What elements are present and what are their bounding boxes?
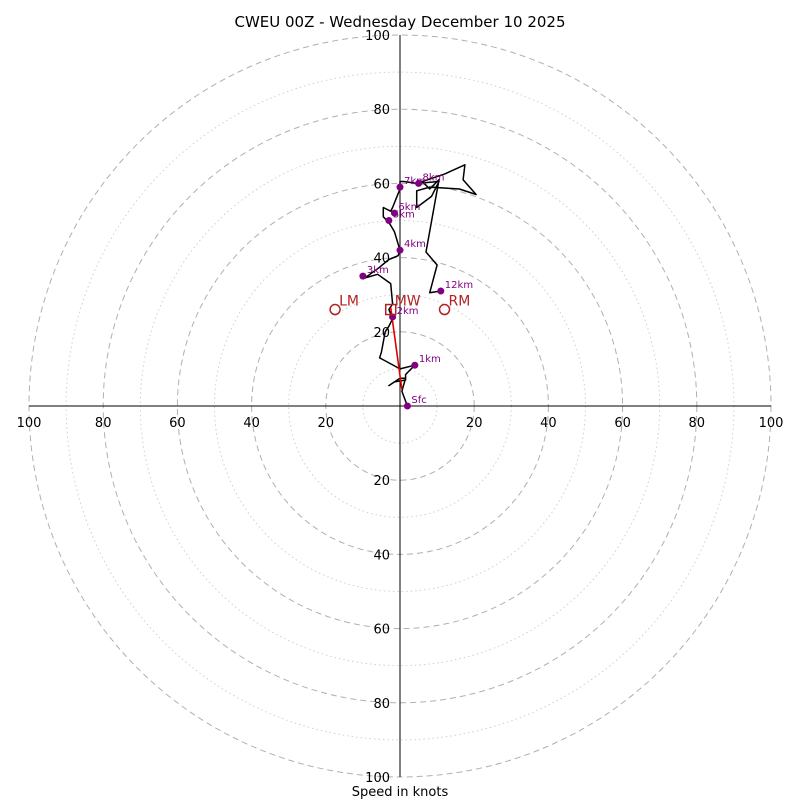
height-point-label: 4km [404,239,426,250]
height-point-label: Sfc [411,395,426,406]
y-tick-label: 40 [373,548,390,563]
x-tick-label: 60 [169,416,186,431]
height-point-marker [396,183,404,191]
height-point-label: 2km [397,306,419,317]
y-tick-label: 100 [365,771,390,786]
height-point-label: 8km [423,172,445,183]
storm-motion-marker [384,303,397,316]
y-tick-label: 80 [373,697,390,712]
height-point-label: 3km [367,265,389,276]
height-point-label: 7km [404,176,426,187]
axes [29,35,771,777]
y-tick-label: 100 [365,29,390,44]
x-tick-label: 100 [17,416,42,431]
y-tick-label: 80 [373,103,390,118]
x-tick-label: 40 [243,416,260,431]
height-point-marker [411,361,419,369]
tick-labels: 100 80 60 40 20 20 40 60 80 100100806040202040608… [17,29,784,786]
storm-motion-marker [438,303,451,316]
height-point-marker [385,217,393,224]
x-tick-label: 40 [540,416,557,431]
x-tick-label: 80 [95,416,112,431]
x-tick-label: 100 [759,416,784,431]
x-tick-label: 80 [689,416,706,431]
height-point-marker [390,209,398,217]
y-tick-label: 60 [373,177,390,192]
x-tick-label: 20 [318,416,335,431]
height-point-marker [396,246,404,254]
storm-motions: LM MW RM [329,294,471,316]
x-axis-label: Speed in knots [352,785,449,800]
shear-vector-line [389,307,403,390]
storm-motion-label: MW [395,294,421,310]
x-tick-label: 60 [614,416,631,431]
height-point-label: 6km [398,202,420,213]
height-point-marker [359,272,367,280]
height-point-marker [415,179,423,187]
height-point-marker [403,402,411,410]
y-tick-label: 20 [373,474,390,489]
chart-title: CWEU 00Z - Wednesday December 10 2025 [234,13,565,31]
storm-motion-marker [329,303,341,316]
height-point-label: 5km [393,210,415,221]
y-tick-label: 60 [373,623,390,638]
storm-motion-label: RM [449,294,471,310]
height-point-label: 1km [419,354,441,365]
x-tick-label: 20 [466,416,483,431]
height-point-marker [437,287,445,295]
storm-motion-label: LM [339,294,359,310]
height-point-label: 12km [445,280,473,291]
